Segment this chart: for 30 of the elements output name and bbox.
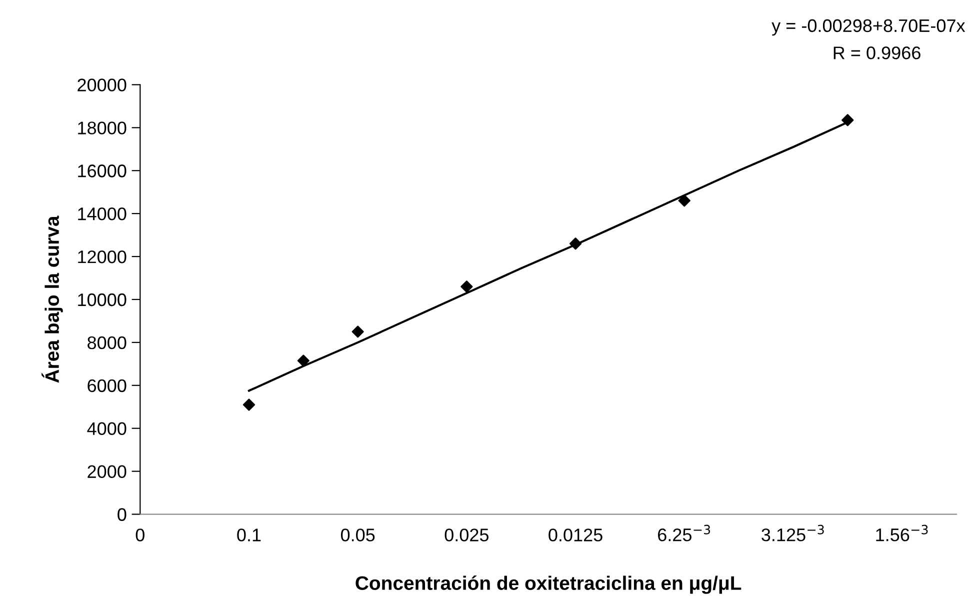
point [460,280,473,293]
text: R = 0.9966 [834,46,920,60]
x-tick-label: 0.0125 [548,528,602,542]
point [297,354,310,367]
x-tick-label: 3.125$^{−3}$ [762,524,824,542]
x-tick-label: 0.05 [340,528,375,542]
x-axis-title: Concentración de oxitetraciclina en μg/μL [356,576,742,594]
y-tick-label: 16000 [78,164,126,178]
y-tick-label: 10000 [78,293,126,306]
x-tick-label: 0.1 [237,528,261,542]
point [352,326,364,338]
x-tick-label: 0 [136,528,144,542]
y-axis-title: Área bajo la curva [42,216,63,383]
y-tick-label: 20000 [78,78,126,92]
y-tick-label: 0 [118,508,126,521]
point [569,238,582,250]
y-tick-label: 12000 [78,250,126,264]
x-tick-label: 6.25$^{−3}$ [658,524,710,542]
x-tick-label: 0.025 [444,528,489,542]
x-tick-label: 1.56$^{−3}$ [876,524,928,542]
y-tick-label: 2000 [88,465,126,478]
y-tick-label: 6000 [88,379,126,392]
point [242,398,256,411]
text: y = -0.00298+8.70E-07x [772,19,966,36]
y-tick-label: 18000 [78,122,126,134]
y-tick-label: 8000 [88,336,126,350]
point [678,194,690,207]
point [842,114,854,126]
y-tick-label: 14000 [78,208,126,220]
y-tick-label: 4000 [87,422,126,436]
